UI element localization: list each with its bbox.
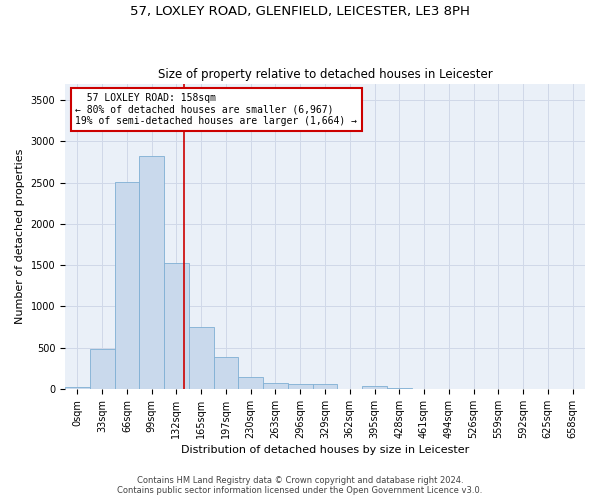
Bar (362, 386, 387, 389)
Bar (313, 384, 337, 389)
Bar (139, 156, 164, 389)
Y-axis label: Number of detached properties: Number of detached properties (15, 148, 25, 324)
Text: 57, LOXLEY ROAD, GLENFIELD, LEICESTER, LE3 8PH: 57, LOXLEY ROAD, GLENFIELD, LEICESTER, L… (130, 5, 470, 18)
Bar (387, 388, 412, 389)
Bar (288, 384, 313, 389)
Bar (65, 388, 90, 389)
Bar (90, 350, 115, 389)
Bar (115, 182, 139, 389)
Title: Size of property relative to detached houses in Leicester: Size of property relative to detached ho… (158, 68, 493, 81)
Bar (164, 262, 189, 389)
Bar (189, 327, 214, 389)
X-axis label: Distribution of detached houses by size in Leicester: Distribution of detached houses by size … (181, 445, 469, 455)
Bar (263, 383, 288, 389)
Text: 57 LOXLEY ROAD: 158sqm
← 80% of detached houses are smaller (6,967)
19% of semi-: 57 LOXLEY ROAD: 158sqm ← 80% of detached… (76, 92, 358, 126)
Bar (214, 357, 238, 389)
Text: Contains HM Land Registry data © Crown copyright and database right 2024.
Contai: Contains HM Land Registry data © Crown c… (118, 476, 482, 495)
Bar (238, 378, 263, 389)
